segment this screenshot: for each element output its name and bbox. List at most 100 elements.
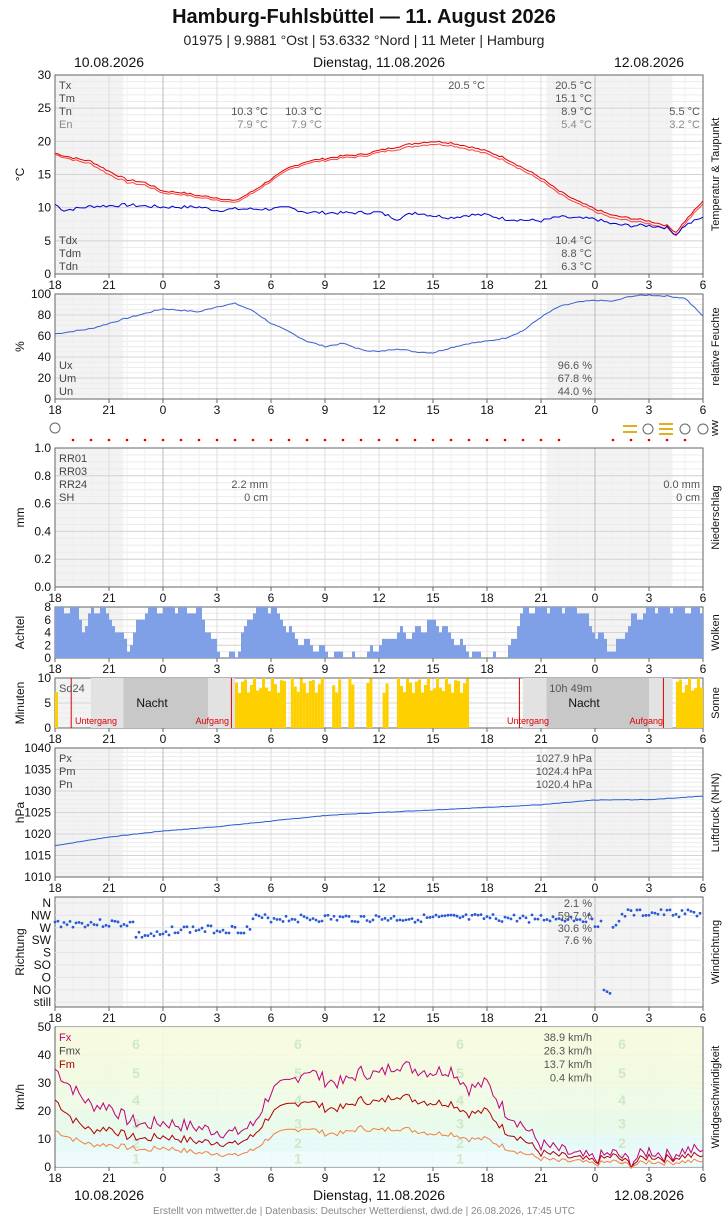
temperature-ytick: 10 [38, 201, 52, 215]
winddir-point [668, 908, 672, 912]
beaufort-number: 4 [456, 1092, 464, 1108]
tm-line [54, 143, 704, 237]
winddir-category: still [34, 995, 51, 1009]
humidity-ytick: 80 [38, 308, 52, 322]
winddir-point [476, 913, 480, 917]
winddir-point [254, 913, 258, 917]
cloud-bar [109, 619, 112, 658]
cloud-bar [127, 651, 130, 658]
cloud-bar [103, 607, 106, 658]
winddir-point [113, 919, 117, 923]
precipitation-ylabel: mm [13, 508, 27, 528]
wind_direction-xtick: 15 [426, 1011, 440, 1025]
winddir-point [389, 916, 393, 920]
cloud-bar [541, 607, 544, 658]
beaufort-band [56, 1112, 702, 1135]
cloud-bar [298, 645, 301, 658]
cloud-bar [394, 638, 397, 658]
cloud-bar [568, 607, 571, 658]
clouds-xtick: 3 [214, 662, 221, 676]
shower-dot-icon [179, 438, 183, 442]
winddir-point [683, 912, 687, 916]
wind_speed-xtick: 21 [534, 1171, 548, 1185]
shower-dot-icon [647, 438, 651, 442]
cloud-bar [700, 613, 703, 658]
shower-dot-icon [197, 438, 201, 442]
fog-icon [659, 423, 673, 425]
pressure-value-Px: 1027.9 hPa [536, 753, 593, 765]
cloud-bar [523, 607, 526, 658]
beaufort-number: 3 [618, 1116, 626, 1132]
cloud-bar [625, 632, 628, 658]
sun-bar [439, 687, 442, 728]
wind-legend-Fx: Fx [59, 1032, 72, 1044]
sun-bar [348, 678, 352, 728]
winddir-point [461, 915, 465, 918]
cloud-bar [247, 619, 250, 658]
clouds-xtick: 9 [322, 662, 329, 676]
twilight-band [208, 678, 235, 728]
cloud-bar [370, 645, 373, 658]
sun-bar [385, 683, 389, 728]
winddir-category: S [43, 946, 51, 960]
winddir-point [557, 917, 561, 920]
sun-bar [55, 692, 58, 728]
cloud-bar [73, 607, 76, 658]
beaufort-band [56, 1027, 702, 1060]
cloud-bar [622, 638, 625, 658]
clouds-xtick: 21 [102, 662, 116, 676]
winddir-point [245, 925, 249, 929]
sun-bar [685, 684, 688, 728]
cloud-bar [577, 613, 580, 658]
precipitation-ytick: 1.0 [34, 441, 51, 455]
cloud-bar [553, 607, 556, 658]
winddir-point [200, 926, 204, 930]
cloud-bar [271, 607, 274, 658]
sunshine-xtick: 12 [372, 732, 386, 746]
cloud-bar [325, 651, 328, 658]
cloud-bar [100, 607, 103, 658]
winddir-category: SW [32, 933, 52, 947]
winddir-category: NO [33, 983, 51, 997]
winddir-point [467, 917, 471, 921]
pressure-ytick: 1010 [24, 870, 51, 884]
winddir-point [665, 908, 669, 912]
temp-legend-En: En [59, 119, 72, 131]
cloud-bar [628, 626, 631, 658]
tdn: 6.3 °C [561, 261, 592, 273]
cloud-bar [655, 613, 658, 658]
winddir-point [146, 934, 150, 937]
sun-bar [430, 690, 433, 728]
winddir-point [431, 915, 435, 919]
cloud-bar [451, 638, 454, 658]
temperature-xtick: 9 [322, 278, 329, 292]
humidity-value-Ux: 96.6 % [558, 360, 592, 372]
temp-legend-Tdn: Tdn [59, 261, 78, 273]
shower-dot-icon [395, 438, 399, 442]
sun-bar [238, 692, 241, 728]
beaufort-number: 3 [456, 1116, 464, 1132]
cloud-bar [610, 651, 613, 658]
beaufort-number: 3 [294, 1116, 302, 1132]
shower-dot-icon [485, 438, 489, 442]
winddir-point [323, 914, 327, 918]
sun-bar [296, 691, 300, 728]
cloud-bar [187, 613, 190, 658]
winddir-point [395, 918, 399, 922]
sun-bar [290, 678, 294, 728]
wind_direction-xtick: 0 [160, 1011, 167, 1025]
shower-dot-icon [305, 438, 309, 442]
humidity-xtick: 21 [102, 403, 116, 417]
winddir-point [602, 988, 606, 992]
cloud-bar [412, 632, 415, 658]
winddir-point [437, 915, 441, 919]
winddir-point [629, 909, 633, 912]
winddir-point [659, 908, 663, 912]
winddir-value: 2.1 % [564, 898, 592, 910]
winddir-point [302, 915, 306, 918]
cloud-bar [637, 619, 640, 658]
humidity-ylabel: % [13, 341, 27, 352]
sunshine-ytick: 0 [44, 721, 51, 735]
cloud-bar [565, 607, 568, 658]
cloud-bar [241, 632, 244, 658]
